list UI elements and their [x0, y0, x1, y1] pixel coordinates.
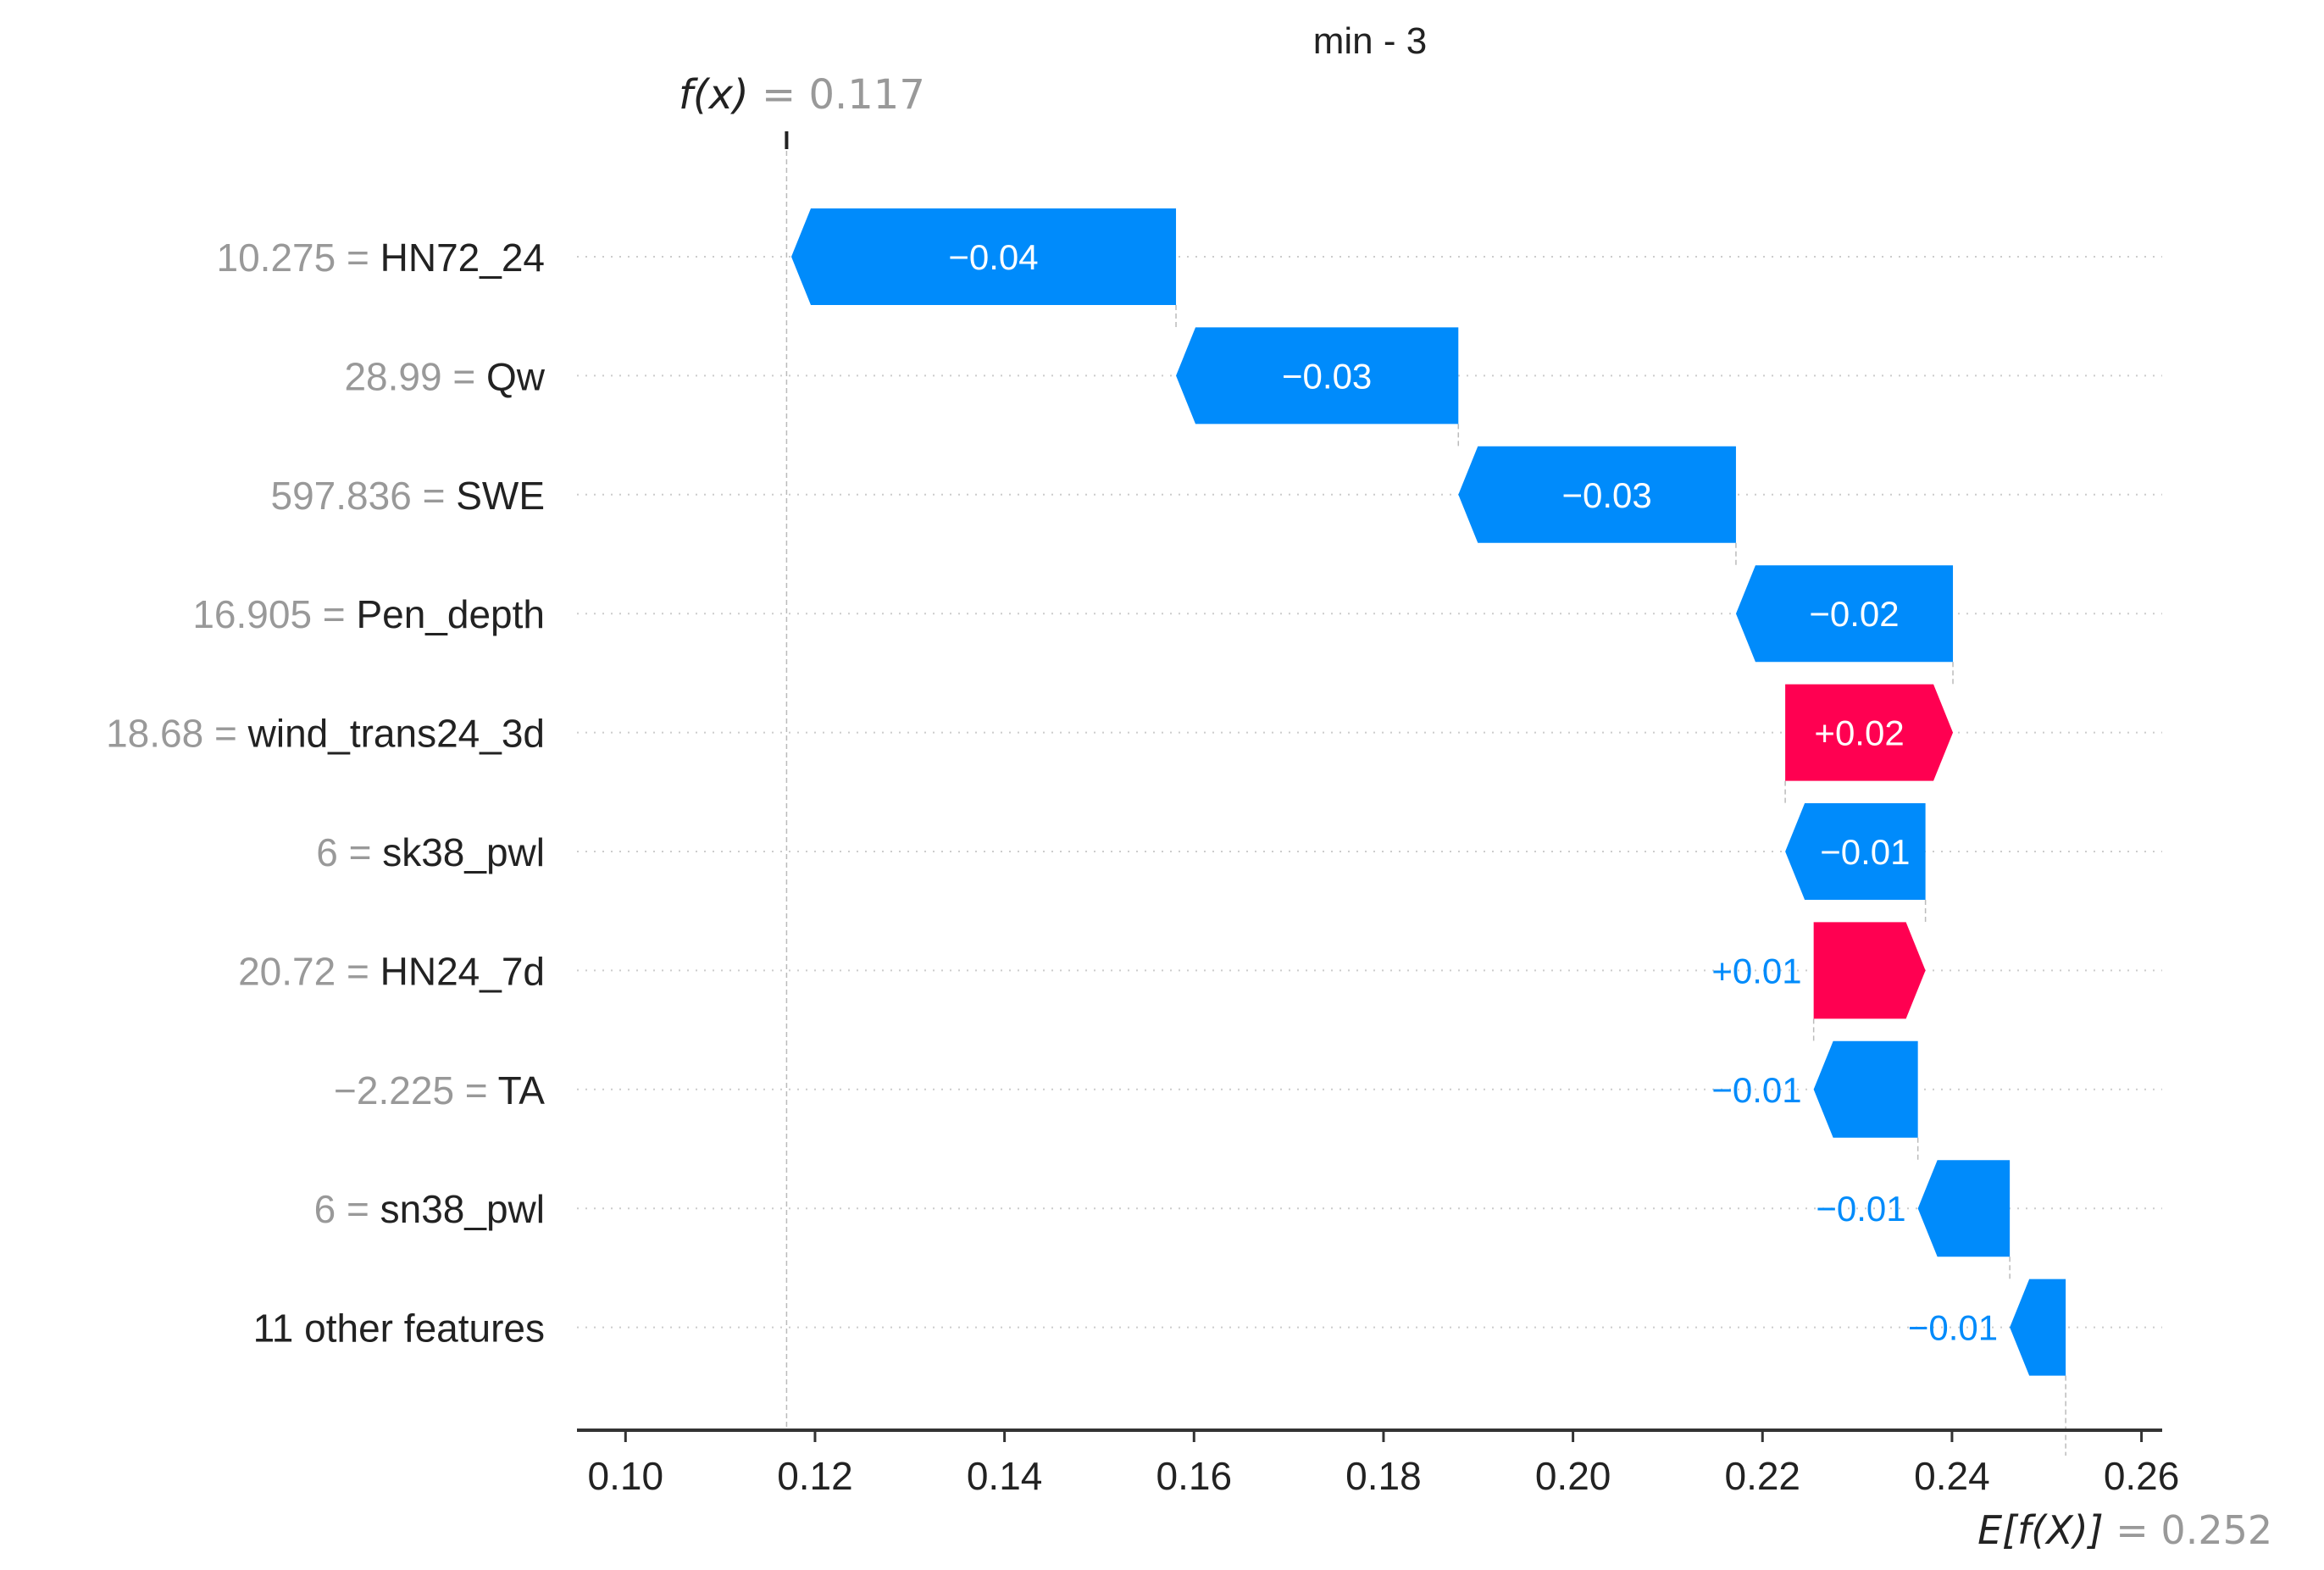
negative-bar	[1735, 565, 1954, 663]
feature-label: 11 other features	[253, 1306, 545, 1351]
output-value-number: = 0.117	[762, 71, 925, 119]
x-tick-label: 0.18	[1345, 1454, 1422, 1498]
feature-labels: 10.275 = HN72_24 28.99 = Qw 597.836 = SWE 1…	[106, 236, 546, 1351]
negative-bar	[1917, 1160, 2011, 1257]
feature-label: −2.225 = TA	[334, 1068, 545, 1112]
feature-name: HN72_24	[380, 236, 545, 280]
feature-value: 597.836 =	[271, 474, 457, 518]
feature-name: Qw	[486, 354, 546, 398]
base-value-label: E[f(X)] = 0.252	[1977, 1507, 2272, 1553]
feature-value: 6 =	[316, 830, 382, 874]
negative-bar	[1176, 327, 1459, 424]
feature-label: 18.68 = wind_trans24_3d	[106, 712, 545, 756]
negative-bar	[1813, 1040, 1918, 1138]
x-tick-label: 0.16	[1156, 1454, 1233, 1498]
feature-value: 18.68 =	[106, 712, 248, 756]
feature-value: 6 =	[314, 1187, 380, 1231]
feature-label: 6 = sk38_pwl	[316, 830, 545, 874]
bar-value-label: −0.01	[1820, 832, 1910, 872]
bar-value-label: −0.01	[1816, 1189, 1905, 1229]
feature-value: 16.905 =	[192, 592, 356, 636]
feature-name: 11 other features	[253, 1306, 545, 1351]
x-tick-label: 0.24	[1914, 1454, 1990, 1498]
bar-value-label: −0.02	[1809, 594, 1899, 634]
feature-name: SWE	[456, 474, 545, 518]
positive-bar	[1813, 922, 1926, 1019]
feature-value: 10.275 =	[217, 236, 380, 280]
bar-value-label: −0.04	[948, 237, 1038, 277]
negative-bar	[791, 208, 1177, 305]
bar-value-label: −0.03	[1282, 356, 1372, 396]
feature-value: 28.99 =	[344, 354, 486, 398]
x-tick-label: 0.26	[2104, 1454, 2180, 1498]
positive-bar	[1785, 684, 1954, 781]
bar-value-label: −0.03	[1561, 475, 1651, 515]
x-tick-label: 0.10	[588, 1454, 664, 1498]
feature-label: 20.72 = HN24_7d	[238, 949, 545, 993]
negative-bar	[1458, 446, 1736, 543]
feature-value: 20.72 =	[238, 949, 380, 993]
feature-name: Pen_depth	[356, 592, 545, 636]
output-value-label: f(x) = 0.117	[679, 71, 925, 119]
bar-value-label: +0.01	[1711, 951, 1801, 990]
x-tick-label: 0.14	[967, 1454, 1043, 1498]
bar-value-label: −0.01	[1711, 1070, 1801, 1110]
feature-name: HN24_7d	[380, 949, 545, 993]
x-axis: 0.10 0.12 0.14 0.16 0.18 0.20 0.22 0.24 0.26	[577, 1429, 2180, 1498]
feature-name: sn38_pwl	[380, 1187, 545, 1231]
bar-value-label: +0.02	[1814, 713, 1904, 753]
feature-label: 597.836 = SWE	[271, 474, 545, 518]
feature-value: −2.225 =	[334, 1068, 498, 1112]
feature-label: 6 = sn38_pwl	[314, 1187, 545, 1231]
feature-label: 10.275 = HN72_24	[217, 236, 545, 280]
base-value-name: E[f(X)]	[1977, 1507, 2116, 1553]
chart-title: min - 3	[1313, 20, 1427, 62]
feature-name: wind_trans24_3d	[247, 712, 545, 756]
base-value-number: = 0.252	[2116, 1507, 2272, 1553]
x-tick-label: 0.12	[777, 1454, 853, 1498]
x-tick-label: 0.20	[1535, 1454, 1611, 1498]
negative-bar	[1785, 803, 1926, 900]
x-tick-label: 0.22	[1724, 1454, 1800, 1498]
bar-value-label: −0.01	[1908, 1308, 1998, 1348]
value-markers: f(x) = 0.117 E[f(X)] = 0.252	[679, 71, 2272, 1553]
output-value-name: f(x)	[679, 71, 762, 119]
feature-label: 28.99 = Qw	[344, 354, 545, 398]
feature-name: sk38_pwl	[382, 830, 545, 874]
negative-bar	[2010, 1279, 2066, 1376]
bars: −0.04 −0.03 −0.03 −0.02 +0.02 −0.01 +0.01 −0.01…	[791, 208, 2066, 1376]
feature-name: TA	[498, 1068, 546, 1112]
feature-label: 16.905 = Pen_depth	[192, 592, 545, 636]
